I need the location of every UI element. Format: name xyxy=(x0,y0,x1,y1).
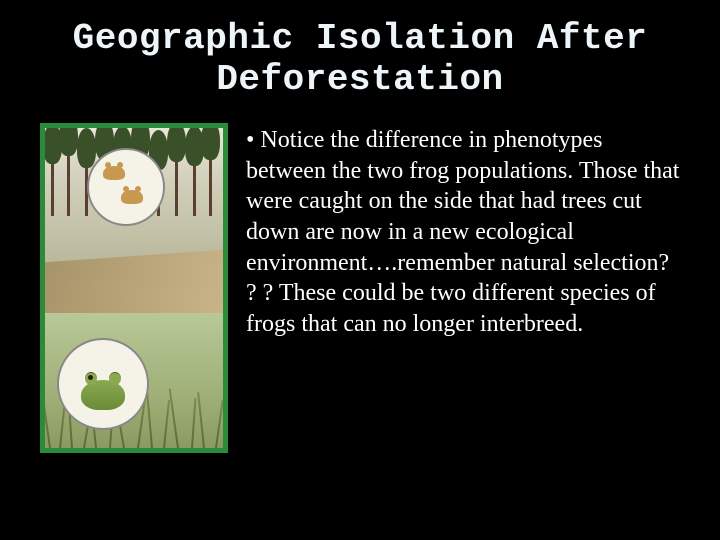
slide-title: Geographic Isolation After Deforestation xyxy=(40,18,680,101)
inset-circle-top xyxy=(87,148,165,226)
body-text: • Notice the difference in phenotypes be… xyxy=(246,123,680,340)
illustration-frame xyxy=(40,123,228,453)
bullet-paragraph: • Notice the difference in phenotypes be… xyxy=(246,127,679,337)
grass-blade-icon xyxy=(163,400,170,448)
frog-green-icon xyxy=(81,380,125,410)
tree-icon xyxy=(175,152,178,216)
tree-icon xyxy=(193,156,196,216)
grass-blade-icon xyxy=(169,388,179,448)
tree-icon xyxy=(67,146,70,216)
content-row: • Notice the difference in phenotypes be… xyxy=(40,123,680,453)
frog-eye-icon xyxy=(113,375,118,380)
frog-tan-icon xyxy=(121,190,143,204)
grass-blade-icon xyxy=(197,392,205,448)
tree-icon xyxy=(51,154,54,216)
tree-icon xyxy=(209,150,212,216)
grass-blade-icon xyxy=(191,398,196,448)
inset-circle-bottom xyxy=(57,338,149,430)
grass-blade-icon xyxy=(215,400,224,448)
slide: Geographic Isolation After Deforestation… xyxy=(0,0,720,540)
grass-blade-icon xyxy=(146,392,153,448)
frog-tan-icon xyxy=(103,166,125,180)
grass-blade-icon xyxy=(41,392,51,448)
frog-eye-icon xyxy=(88,375,93,380)
